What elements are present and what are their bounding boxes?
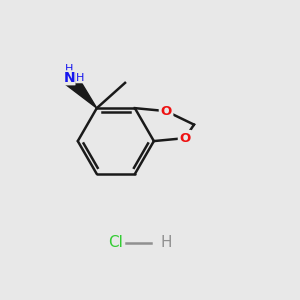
Text: H: H xyxy=(160,235,172,250)
Text: N: N xyxy=(63,71,75,85)
Text: H: H xyxy=(76,73,84,83)
Polygon shape xyxy=(64,73,97,108)
Text: O: O xyxy=(179,132,191,145)
Text: Cl: Cl xyxy=(108,235,123,250)
Text: H: H xyxy=(65,64,73,74)
Text: O: O xyxy=(160,105,172,118)
